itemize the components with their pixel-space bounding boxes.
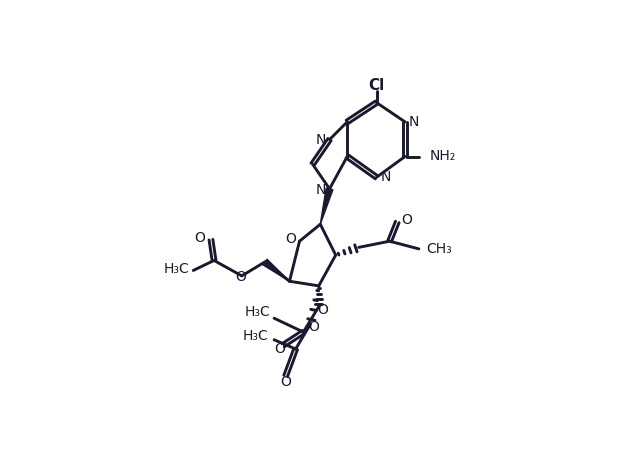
Text: N: N [316, 133, 326, 147]
Text: H₃C: H₃C [242, 329, 268, 343]
Text: O: O [274, 342, 285, 356]
Text: O: O [194, 231, 205, 245]
Text: O: O [317, 303, 328, 317]
Text: H₃C: H₃C [164, 262, 189, 276]
Text: O: O [235, 270, 246, 284]
Polygon shape [263, 259, 289, 281]
Polygon shape [320, 188, 333, 224]
Text: H₃C: H₃C [244, 305, 270, 319]
Text: Cl: Cl [369, 78, 385, 93]
Text: O: O [285, 232, 296, 246]
Text: O: O [280, 375, 291, 389]
Text: N: N [409, 115, 419, 129]
Text: O: O [401, 213, 412, 227]
Text: O: O [308, 321, 319, 335]
Text: CH₃: CH₃ [427, 242, 452, 256]
Text: NH₂: NH₂ [429, 149, 456, 164]
Text: N: N [380, 170, 391, 184]
Text: N: N [316, 183, 326, 197]
